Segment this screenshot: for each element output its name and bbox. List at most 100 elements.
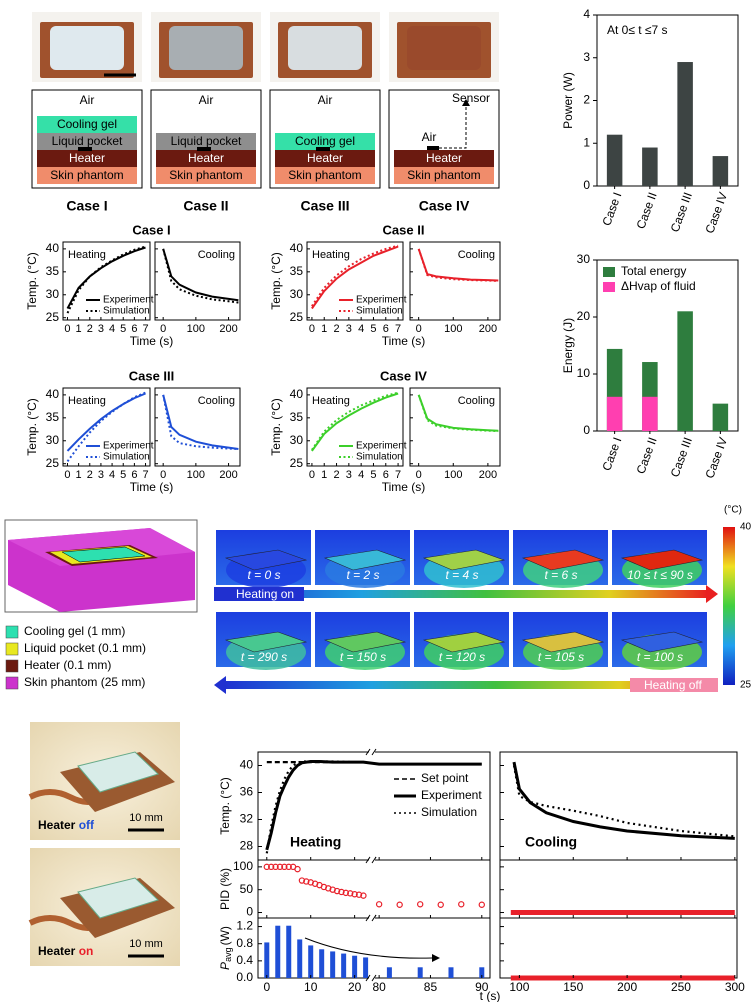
plot-frame	[257, 917, 491, 979]
x-tick-label: 100	[509, 980, 529, 994]
x-tick-label: 85	[424, 980, 438, 994]
y-tick-label: 25	[46, 310, 60, 324]
sim-object	[224, 549, 308, 571]
bar	[275, 925, 281, 978]
x-tick-label: 0	[160, 323, 166, 335]
panel-label: Cooling	[458, 395, 495, 407]
x-tick-label: Case I	[599, 190, 624, 227]
line	[417, 248, 499, 282]
x-tick-label: 6	[131, 323, 137, 335]
air-label: Air	[318, 93, 333, 107]
x-tick-label: Case II	[634, 190, 660, 231]
cooling-arrow	[224, 681, 718, 689]
x-tick-label: 100	[187, 323, 205, 335]
air-label: Air	[80, 93, 95, 107]
x-tick-label: 5	[370, 323, 376, 335]
y-tick-label: 28	[240, 839, 254, 853]
marker	[478, 901, 485, 908]
line	[311, 391, 399, 451]
x-tick-label: 20	[348, 980, 362, 994]
y-axis-label: Energy (J)	[561, 318, 575, 373]
y-tick-label: 50	[240, 882, 254, 896]
layer-label: Heater	[69, 151, 105, 165]
bar	[363, 957, 369, 978]
x-tick-label: 3	[346, 469, 352, 481]
sim-object	[323, 549, 407, 571]
x-tick-label: 2	[87, 323, 93, 335]
x-tick-label: 10	[304, 980, 318, 994]
x-tick-label: 3	[98, 469, 104, 481]
layer-label: Skin phantom	[169, 168, 242, 182]
bar	[642, 396, 658, 431]
panel-label: Cooling	[458, 249, 495, 261]
x-tick-label: 7	[395, 323, 401, 335]
y-tick-label: 1.2	[236, 919, 253, 933]
scale-label: 10 mm	[129, 812, 163, 824]
line	[265, 760, 364, 854]
panel-label: Cooling	[198, 395, 235, 407]
sim-object	[224, 631, 308, 653]
layer-label: Cooling gel	[295, 134, 355, 148]
line	[512, 761, 735, 840]
sensor-label: Sensor	[452, 91, 490, 105]
x-tick-label: 150	[563, 980, 583, 994]
y-axis-label: Temp. (°C)	[25, 398, 39, 455]
frame-label: t = 290 s	[241, 650, 287, 664]
frame-label: t = 100 s	[637, 650, 683, 664]
y-tick-label: 40	[240, 758, 254, 772]
legend-label: Experiment	[103, 441, 154, 452]
electrode	[197, 147, 211, 151]
y-tick-label: 20	[577, 309, 591, 323]
marker	[437, 901, 444, 908]
x-axis-label: Time (s)	[130, 334, 174, 348]
bar	[712, 156, 729, 186]
frame-label: t = 4 s	[445, 568, 478, 582]
x-axis-label: t (s)	[480, 989, 501, 1002]
y-tick-label: 36	[240, 785, 254, 799]
y-tick-label: 30	[290, 287, 304, 301]
plot-frame	[62, 387, 151, 467]
line	[417, 394, 499, 433]
device-gel	[77, 751, 159, 793]
case-label: Case II	[183, 198, 228, 214]
plot-frame	[596, 259, 739, 432]
sim-object	[521, 549, 605, 571]
frame-label: 10 ≤ t ≤ 90 s	[627, 568, 693, 582]
marker	[298, 877, 306, 884]
y-tick-label: 30	[46, 433, 60, 447]
photo-label-state: on	[79, 944, 94, 958]
electrode	[78, 147, 92, 151]
y-axis-label: Pavg (W)	[218, 926, 233, 970]
line	[66, 245, 146, 314]
marker	[351, 891, 358, 898]
break-mark	[365, 856, 377, 922]
annotation: At 0≤ t ≤7 s	[607, 23, 668, 37]
layer	[394, 167, 494, 184]
photo-label: Heater on	[38, 944, 93, 958]
y-tick-label: 3	[583, 50, 590, 64]
x-tick-label: 200	[617, 980, 637, 994]
legend-label: Experiment	[103, 295, 154, 306]
gel	[61, 546, 146, 563]
layer-label: Heater	[307, 151, 343, 165]
x-tick-label: 100	[444, 469, 462, 481]
legend-label: ΔHvap of fluid	[621, 279, 696, 293]
legend-label: Experiment	[356, 441, 407, 452]
sensor-arrow	[439, 103, 467, 149]
legend-label: Cooling gel (1 mm)	[24, 624, 125, 638]
x-tick-label: 0	[309, 469, 315, 481]
x-tick-label: 0	[416, 323, 422, 335]
x-tick-label: 0	[64, 323, 70, 335]
layer-label: Skin phantom	[50, 168, 123, 182]
photo-label-state: off	[79, 818, 95, 832]
break-mark	[365, 748, 377, 864]
x-tick-label: 2	[333, 469, 339, 481]
x-tick-label: Case III	[668, 435, 695, 479]
photo-object	[169, 26, 243, 70]
layer-label: Skin phantom	[407, 168, 480, 182]
x-tick-label: 200	[219, 323, 237, 335]
x-axis-label: Time (s)	[130, 480, 174, 494]
plot-frame	[62, 241, 151, 321]
layer-label: Cooling gel	[57, 117, 117, 131]
y-tick-label: 0.4	[236, 953, 253, 967]
